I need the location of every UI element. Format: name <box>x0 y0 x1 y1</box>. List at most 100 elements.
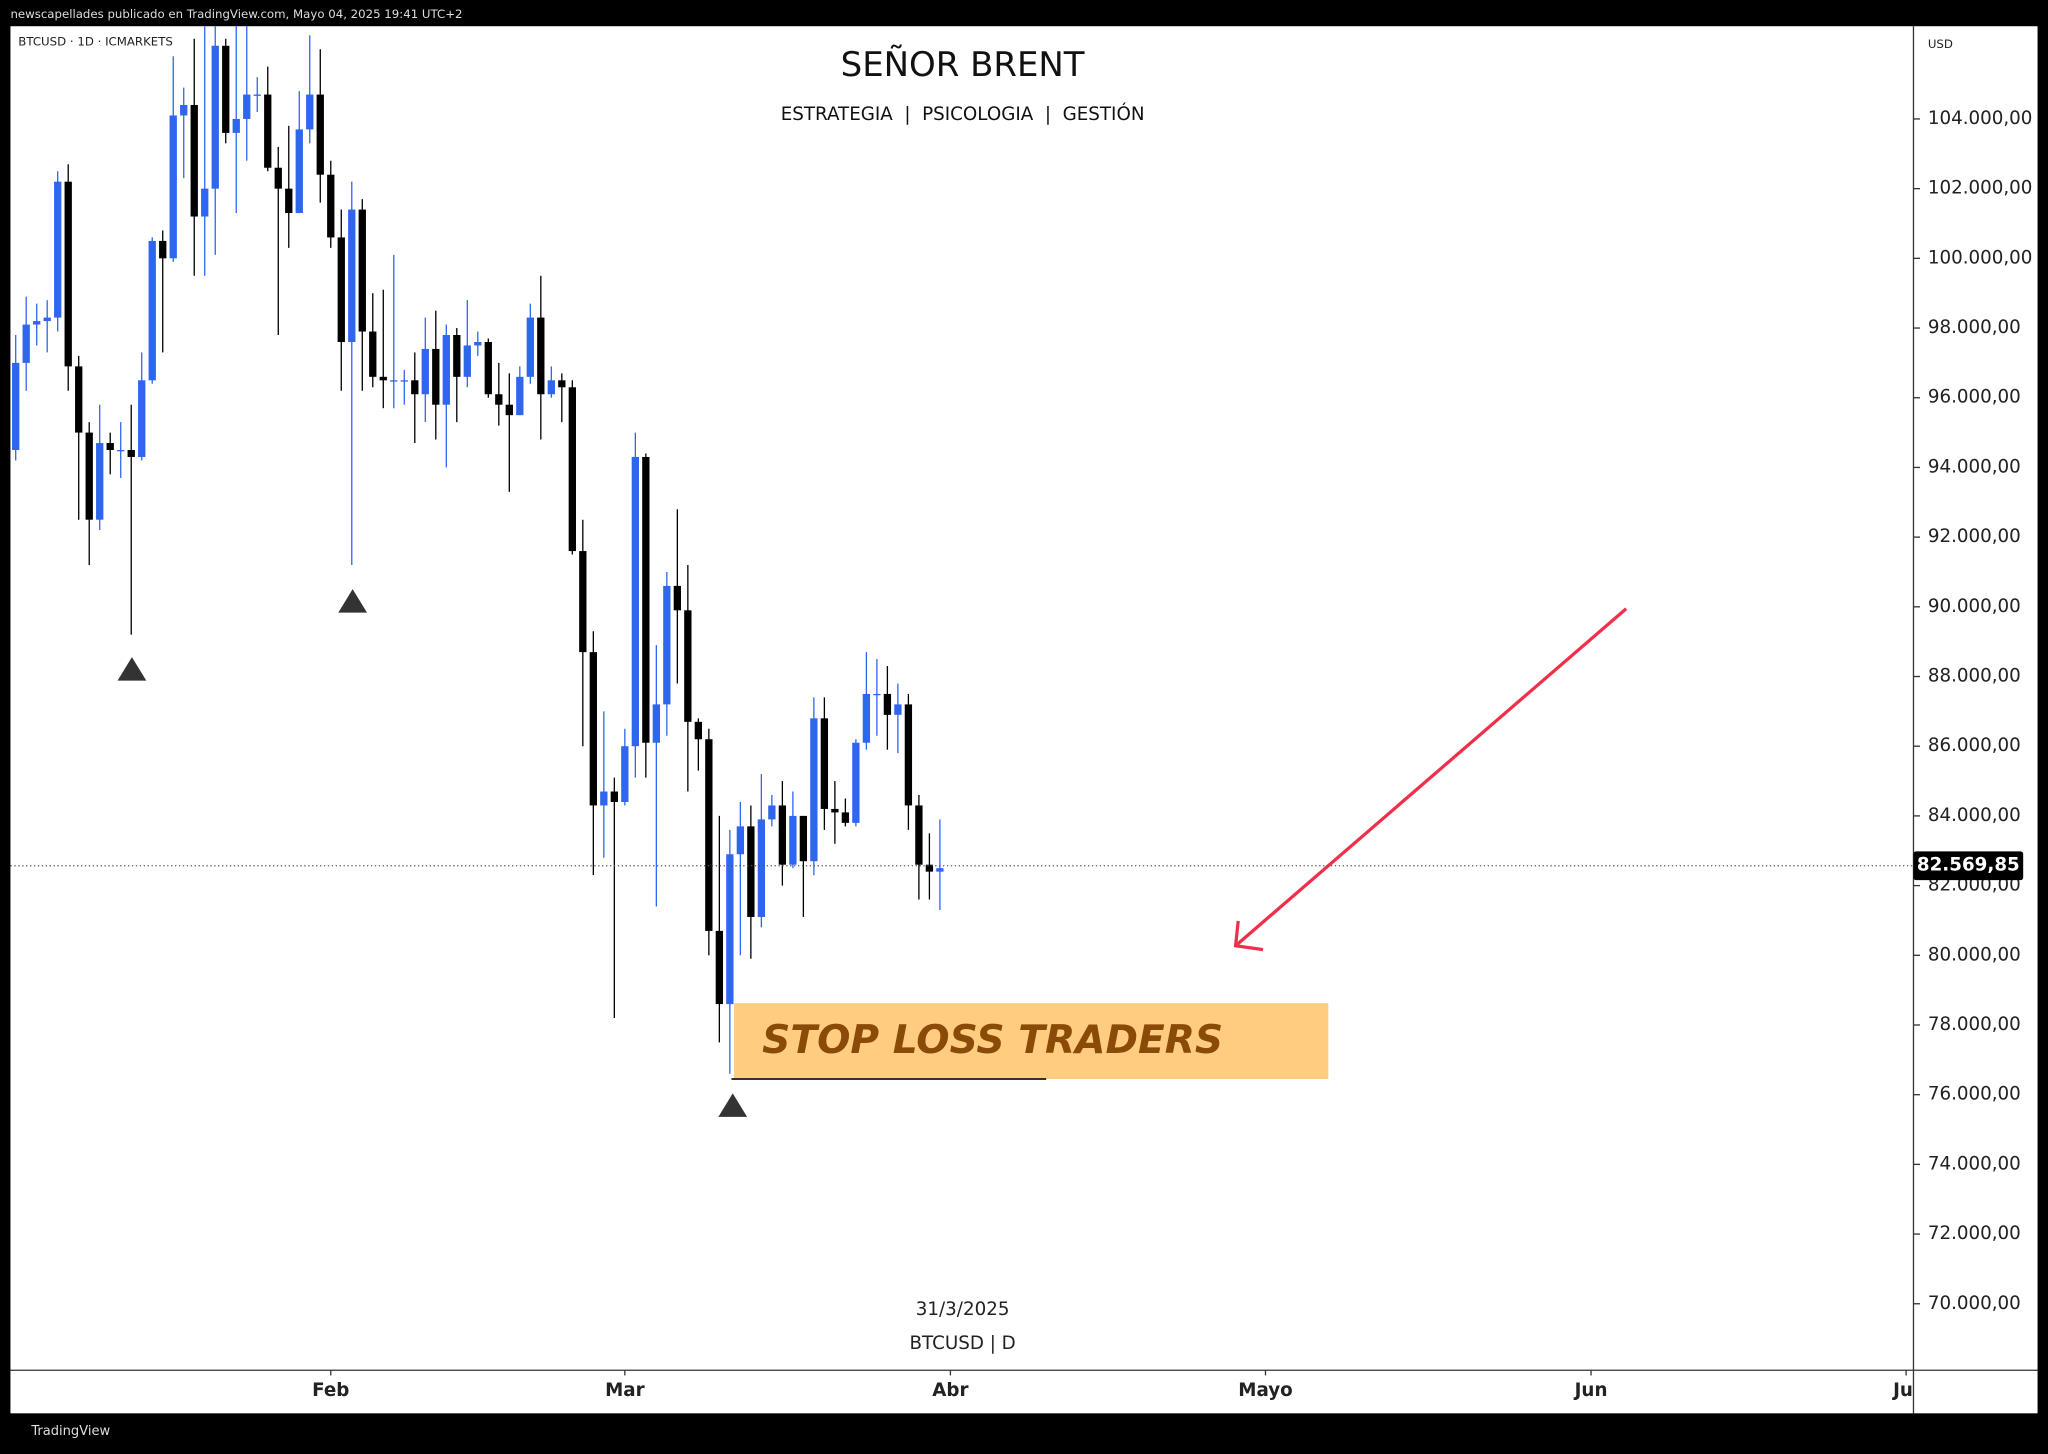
y-tick-label: 70.000,00 <box>1928 1293 2021 1314</box>
candle-body <box>726 854 734 1005</box>
candle-body <box>558 380 566 388</box>
candle-body <box>789 815 797 865</box>
brand: TradingView <box>30 1424 110 1439</box>
candle-body <box>400 380 408 382</box>
candle-body <box>43 317 51 322</box>
candle-body <box>852 742 860 823</box>
candle-body <box>369 331 377 377</box>
last-price-box <box>1913 851 2024 881</box>
candle-body <box>505 404 513 416</box>
candle-body <box>810 718 818 862</box>
plot <box>12 26 944 1074</box>
y-tick-label: 104.000,00 <box>1928 108 2033 129</box>
y-tick-label: 94.000,00 <box>1928 456 2021 477</box>
candle-body <box>568 387 576 552</box>
candle-body <box>96 443 104 520</box>
y-tick-label: 100.000,00 <box>1928 247 2033 268</box>
candle-body <box>684 610 692 722</box>
y-tick-label: 92.000,00 <box>1928 526 2021 547</box>
candle-body <box>736 826 745 855</box>
candle-body <box>600 791 608 806</box>
candle-body <box>390 380 398 382</box>
candle-body <box>652 704 660 743</box>
candle-body <box>243 94 251 119</box>
candle-body <box>873 693 881 696</box>
candle-body <box>285 188 293 214</box>
candle-body <box>348 209 356 342</box>
candle-body <box>232 118 240 133</box>
candle-body <box>33 321 41 325</box>
subtitle: ESTRATEGIA | PSICOLOGIA | GESTIÓN <box>781 103 1145 125</box>
candle-body <box>904 704 913 806</box>
candle-body <box>12 362 20 451</box>
candle-body <box>495 394 503 405</box>
y-tick-label: 84.000,00 <box>1928 805 2021 826</box>
candle-body <box>159 240 167 259</box>
candle-body <box>621 746 629 802</box>
candle-body <box>274 167 282 189</box>
candle-body <box>190 105 198 217</box>
y-tick-label: 78.000,00 <box>1928 1014 2021 1035</box>
candle-body <box>768 805 776 820</box>
candle-body <box>85 432 93 520</box>
candle-body <box>169 115 177 259</box>
title: SEÑOR BRENT <box>841 45 1085 85</box>
candle-body <box>180 105 188 116</box>
candle-body <box>747 826 755 917</box>
x-tick-label: Abr <box>932 1380 968 1401</box>
candle-body <box>358 209 366 332</box>
candle-body <box>264 94 272 168</box>
y-tick-label: 98.000,00 <box>1928 317 2021 338</box>
series-label: BTCUSD | D <box>909 1333 1015 1354</box>
candle-body <box>663 585 671 705</box>
candle-body <box>484 341 492 395</box>
candle-body <box>211 45 219 189</box>
candle-body <box>715 930 724 1005</box>
x-tick-label: Mayo <box>1238 1380 1292 1401</box>
candle-body <box>631 456 639 747</box>
candle-body <box>432 348 440 405</box>
currency: USD <box>1928 37 1953 51</box>
candle-body <box>442 335 450 405</box>
annotation: STOP LOSS TRADERS <box>762 1018 1223 1063</box>
x-tick-label: Jul <box>1891 1380 1919 1401</box>
candle-body <box>820 718 829 809</box>
y-tick-label: 88.000,00 <box>1928 666 2021 687</box>
candle-body <box>579 551 587 653</box>
candle-body <box>337 237 345 342</box>
candle-body <box>673 585 682 611</box>
candle-body <box>516 376 524 416</box>
candle-body <box>138 380 146 457</box>
candle-body <box>925 864 934 872</box>
chart-area <box>10 26 2038 1414</box>
candle-body <box>316 94 324 175</box>
candle-body <box>148 240 156 381</box>
candle-body <box>841 812 850 823</box>
y-tick-label: 102.000,00 <box>1928 178 2033 199</box>
candle-body <box>526 317 534 377</box>
signal-marker <box>117 657 147 681</box>
signal-marker <box>718 1093 748 1117</box>
candle-body <box>379 376 387 381</box>
y-tick-label: 72.000,00 <box>1928 1223 2021 1244</box>
candle-body <box>117 450 125 452</box>
candle-body <box>54 181 62 318</box>
candle-body <box>547 380 555 395</box>
candle-body <box>694 721 703 740</box>
y-tick-label: 86.000,00 <box>1928 735 2021 756</box>
candle-body <box>894 704 902 715</box>
candle-body <box>106 443 114 451</box>
candle-body <box>778 805 787 865</box>
candle-body <box>831 808 839 813</box>
candle-body <box>411 380 419 395</box>
candle-body <box>295 129 303 214</box>
candle-body <box>610 791 618 802</box>
y-tick-label: 80.000,00 <box>1928 944 2021 965</box>
candle-body <box>327 174 335 238</box>
x-tick-label: Jun <box>1573 1380 1608 1401</box>
candle-body <box>705 739 713 931</box>
arrow <box>1233 607 1628 952</box>
candle-body <box>64 181 72 367</box>
x-axis: Feb Mar Abr Mayo Jun Jul <box>312 1380 1919 1401</box>
